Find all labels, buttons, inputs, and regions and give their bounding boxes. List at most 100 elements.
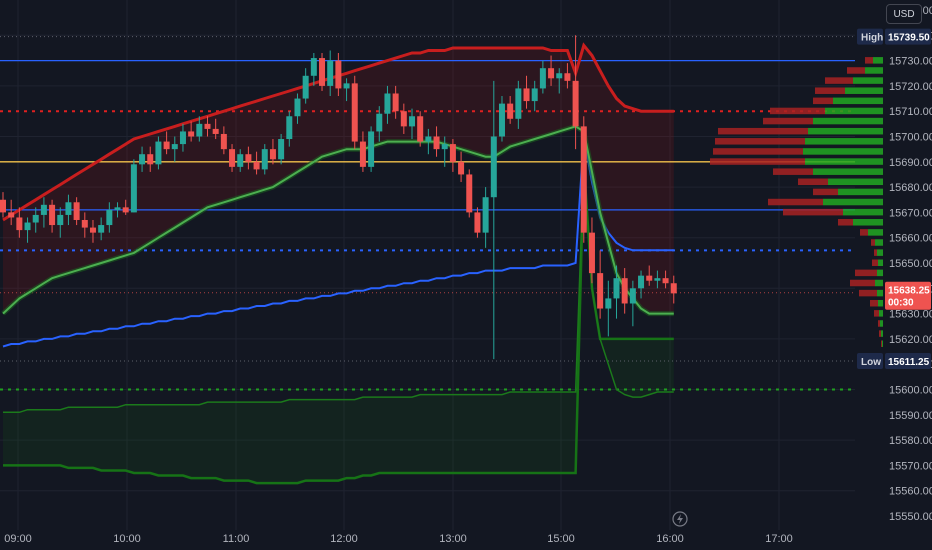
profile-sell-bar <box>715 138 805 145</box>
candle-body[interactable] <box>253 161 260 170</box>
candle-body[interactable] <box>98 225 105 233</box>
candle-body[interactable] <box>433 136 440 150</box>
candle-body[interactable] <box>417 116 424 142</box>
candle-body[interactable] <box>220 133 227 150</box>
candle-body[interactable] <box>662 278 669 284</box>
profile-sell-bar <box>878 320 880 327</box>
candle-body[interactable] <box>179 131 186 145</box>
candle-body[interactable] <box>588 232 595 274</box>
candle-body[interactable] <box>351 83 358 142</box>
candle-body[interactable] <box>65 202 72 215</box>
candle-body[interactable] <box>278 139 285 160</box>
lightning-icon[interactable] <box>672 511 688 527</box>
candle-body[interactable] <box>163 141 170 150</box>
candle-body[interactable] <box>57 214 64 226</box>
candle-body[interactable] <box>384 93 391 114</box>
candle-body[interactable] <box>498 103 505 137</box>
candle-body[interactable] <box>310 58 317 76</box>
candle-body[interactable] <box>458 161 465 175</box>
candle-body[interactable] <box>49 204 56 226</box>
candle-body[interactable] <box>523 88 530 102</box>
candle-body[interactable] <box>531 88 538 102</box>
candle-body[interactable] <box>629 288 636 304</box>
candle-body[interactable] <box>572 80 579 127</box>
candle-body[interactable] <box>548 68 555 79</box>
candle-body[interactable] <box>507 103 514 119</box>
candle-body[interactable] <box>368 131 375 167</box>
candle-body[interactable] <box>425 136 432 142</box>
candle-body[interactable] <box>376 113 383 132</box>
candle-body[interactable] <box>147 154 154 165</box>
candle-body[interactable] <box>654 278 661 281</box>
candle-body[interactable] <box>638 275 645 289</box>
profile-buy-bar <box>853 219 883 226</box>
candle-body[interactable] <box>359 141 366 167</box>
candle-body[interactable] <box>621 278 628 304</box>
candle-body[interactable] <box>40 204 47 215</box>
candle-body[interactable] <box>8 212 15 218</box>
candle-body[interactable] <box>482 197 489 233</box>
profile-sell-bar <box>872 259 878 266</box>
currency-button[interactable]: USD <box>886 4 922 24</box>
candle-body[interactable] <box>474 212 481 233</box>
profile-buy-bar <box>808 127 883 135</box>
candle-body[interactable] <box>580 126 587 233</box>
candle-body[interactable] <box>613 278 620 299</box>
candle-body[interactable] <box>490 136 497 198</box>
candle-body[interactable] <box>392 93 399 112</box>
candle-body[interactable] <box>122 207 129 213</box>
candle-body[interactable] <box>73 202 80 220</box>
candle-body[interactable] <box>327 60 334 86</box>
candle-body[interactable] <box>32 214 39 223</box>
candle-body[interactable] <box>204 123 211 129</box>
candle-body[interactable] <box>24 222 31 231</box>
candle-body[interactable] <box>556 73 563 79</box>
profile-sell-bar <box>859 289 877 297</box>
candle-body[interactable] <box>269 149 276 160</box>
candle-body[interactable] <box>171 144 178 150</box>
candle-body[interactable] <box>81 219 88 228</box>
candle-body[interactable] <box>130 164 137 213</box>
candle-body[interactable] <box>605 298 612 309</box>
candle-body[interactable] <box>106 209 113 226</box>
candle-body[interactable] <box>155 141 162 165</box>
candle-body[interactable] <box>449 144 456 162</box>
profile-sell-bar <box>881 340 882 347</box>
candle-body[interactable] <box>0 199 6 213</box>
time-tick-label: 11:00 <box>223 533 250 545</box>
candle-body[interactable] <box>261 149 268 170</box>
candle-body[interactable] <box>245 154 252 162</box>
candle-body[interactable] <box>335 60 342 89</box>
candle-body[interactable] <box>139 154 146 165</box>
candle-body[interactable] <box>564 73 571 81</box>
candle-body[interactable] <box>294 98 301 117</box>
candle-body[interactable] <box>286 116 293 140</box>
candle-body[interactable] <box>237 154 244 167</box>
candle-body[interactable] <box>466 174 473 213</box>
candle-body[interactable] <box>670 283 677 294</box>
lower-band-fill <box>3 161 674 484</box>
profile-buy-bar <box>873 57 883 64</box>
candle-body[interactable] <box>302 75 309 99</box>
candle-body[interactable] <box>212 128 219 134</box>
candle-body[interactable] <box>343 83 350 89</box>
profile-buy-bar <box>877 249 883 256</box>
candle-body[interactable] <box>409 116 415 127</box>
candle-body[interactable] <box>188 131 195 137</box>
candle-body[interactable] <box>400 111 407 127</box>
profile-sell-bar <box>871 239 875 246</box>
profile-buy-bar <box>877 289 883 297</box>
candle-body[interactable] <box>319 58 326 86</box>
candle-body[interactable] <box>646 275 653 281</box>
candle-body[interactable] <box>539 68 546 89</box>
candle-body[interactable] <box>114 207 121 210</box>
candle-body[interactable] <box>515 88 522 119</box>
candle-body[interactable] <box>597 273 604 309</box>
profile-sell-bar <box>783 208 843 216</box>
candle-body[interactable] <box>89 227 96 233</box>
candle-body[interactable] <box>441 144 448 150</box>
candle-body[interactable] <box>16 217 23 231</box>
candle-body[interactable] <box>229 149 236 167</box>
candle-body[interactable] <box>196 123 203 137</box>
